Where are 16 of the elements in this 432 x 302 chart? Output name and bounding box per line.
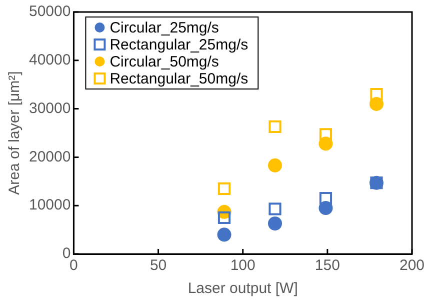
y-tick-label: 50000 xyxy=(28,3,71,20)
x-tick-label: 200 xyxy=(399,257,425,274)
x-tick-label: 150 xyxy=(314,257,340,274)
y-axis-title: Area of layer [μm²] xyxy=(6,71,24,195)
y-tick-label: 0 xyxy=(62,245,71,262)
x-tick-label: 100 xyxy=(230,257,256,274)
legend-label: Circular_25mg/s xyxy=(110,20,219,37)
legend-label: Rectangular_50mg/s xyxy=(110,70,248,88)
y-tick-label: 20000 xyxy=(28,148,71,166)
legend-label: Rectangular_25mg/s xyxy=(110,36,248,54)
y-tick-label: 40000 xyxy=(28,52,71,69)
y-tick-label: 30000 xyxy=(28,100,71,117)
y-tick-label: 10000 xyxy=(28,196,71,214)
x-tick-label: 50 xyxy=(150,257,167,274)
legend-label: Circular_50mg/s xyxy=(110,54,219,71)
x-axis-title: Laser output [W] xyxy=(188,280,298,298)
